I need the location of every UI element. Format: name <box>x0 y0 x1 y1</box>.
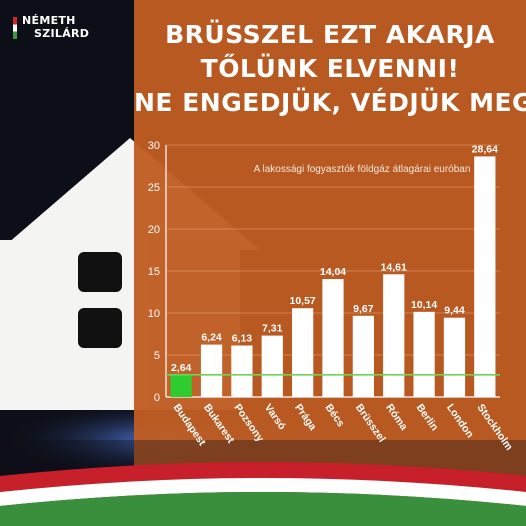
value-label-5: 14,04 <box>320 266 346 278</box>
bar-6 <box>352 315 374 397</box>
category-label-5: Bécs <box>323 402 347 430</box>
bar-8 <box>413 311 435 397</box>
bar-9 <box>443 317 466 397</box>
value-label-10: 28,64 <box>472 143 498 155</box>
bar-5 <box>322 279 344 397</box>
category-label-3: Varsó <box>262 402 288 432</box>
brand-logo: NÉMETH SZILÁRD <box>13 14 90 40</box>
y-tick-label-6: 30 <box>148 140 160 152</box>
value-label-4: 10,57 <box>289 295 315 307</box>
y-tick-label-0: 0 <box>154 392 160 404</box>
brand-line-1: NÉMETH <box>22 14 76 27</box>
category-label-6: Brüsszel <box>353 402 388 445</box>
y-tick-label-4: 20 <box>148 224 160 236</box>
value-label-9: 9,44 <box>444 305 465 317</box>
value-label-2: 6,13 <box>232 333 253 345</box>
y-tick-label-1: 5 <box>154 350 160 362</box>
category-label-4: Prága <box>292 402 319 433</box>
y-tick-label-2: 10 <box>148 308 160 320</box>
headline-line-3: NE ENGEDJÜK, VÉDJÜK MEG! <box>134 88 526 117</box>
value-label-7: 14,61 <box>381 261 407 273</box>
value-label-1: 6,24 <box>201 332 222 344</box>
hungarian-flag-ribbon <box>0 462 526 526</box>
flag-stripe-icon <box>13 17 17 39</box>
value-label-8: 10,14 <box>411 299 437 311</box>
category-label-9: London <box>444 402 476 440</box>
bar-0 <box>170 374 192 397</box>
headline: BRÜSSZEL EZT AKARJA TŐLÜNK ELVENNI! NE E… <box>134 18 526 120</box>
orange-overlay <box>134 0 526 526</box>
bar-2 <box>231 345 253 397</box>
headline-line-2: TŐLÜNK ELVENNI! <box>200 54 460 83</box>
brand-line-2: SZILÁRD <box>34 27 90 40</box>
category-label-8: Berlin <box>414 402 441 433</box>
value-label-6: 9,67 <box>353 303 374 315</box>
bar-7 <box>383 274 405 397</box>
bar-10 <box>474 156 496 397</box>
bar-3 <box>261 335 283 397</box>
value-label-3: 7,31 <box>262 323 283 335</box>
headline-line-1: BRÜSSZEL EZT AKARJA <box>165 20 495 49</box>
bar-1 <box>200 344 223 397</box>
y-tick-label-5: 25 <box>148 182 160 194</box>
value-label-0: 2,64 <box>171 362 192 374</box>
bar-4 <box>292 308 314 397</box>
y-tick-label-3: 15 <box>148 266 160 278</box>
category-label-10: Stockholm <box>474 402 515 453</box>
category-label-7: Róma <box>383 402 410 433</box>
chart-title: A lakossági fogyasztók földgáz átlagárai… <box>254 164 471 175</box>
